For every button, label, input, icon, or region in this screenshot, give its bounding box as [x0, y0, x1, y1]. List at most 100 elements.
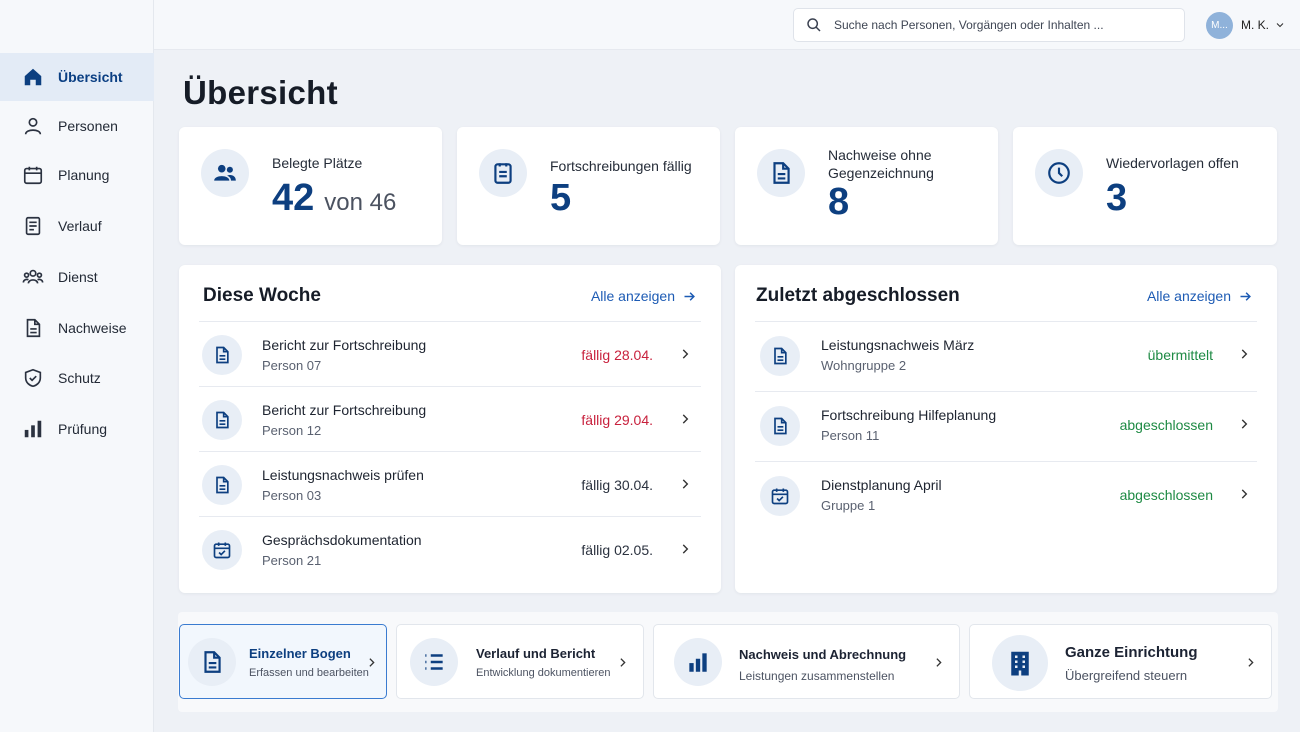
row-title: Bericht zur Fortschreibung: [262, 337, 427, 353]
action-title: Verlauf und Bericht: [476, 646, 596, 661]
row-icon: [760, 406, 800, 446]
action-subtitle: Leistungen zusammenstellen: [739, 669, 895, 683]
list-item[interactable]: Leistungsnachweis März Wohngruppe 2 über…: [755, 321, 1257, 391]
stat-value-total: von 46: [324, 189, 397, 216]
chevron-right-icon: [1241, 489, 1248, 499]
action-subtitle: Übergreifend steuern: [1065, 668, 1188, 683]
stat-value: 5: [550, 177, 572, 219]
status-badge: übermittelt: [1147, 347, 1213, 363]
list-item[interactable]: Fortschreibung Hilfeplanung Person 11 ab…: [755, 391, 1257, 461]
document-icon: [216, 476, 229, 494]
row-icon: [202, 335, 242, 375]
action-ganze-einrichtung[interactable]: Ganze Einrichtung Übergreifend steuern: [969, 624, 1272, 699]
action-icon: [992, 635, 1048, 691]
chevron-right-icon: [682, 479, 689, 489]
sidebar-item-nachweise[interactable]: Nachweise: [0, 304, 154, 352]
action-verlauf-und-bericht[interactable]: Verlauf und Bericht Entwicklung dokument…: [396, 624, 644, 699]
document-icon: [774, 417, 787, 435]
stat-value-number: 42: [272, 177, 315, 219]
search-box[interactable]: [793, 8, 1185, 42]
list-item[interactable]: Bericht zur Fortschreibung Person 12 fäl…: [199, 386, 701, 451]
avatar: M...: [1206, 11, 1233, 39]
sidebar-item-uebersicht[interactable]: Übersicht: [0, 53, 154, 101]
group-icon: [22, 269, 44, 284]
due-date: fällig 30.04.: [581, 477, 653, 493]
stat-card-belegte-plaetze[interactable]: Belegte Plätze 42 von 46: [179, 127, 442, 245]
chevron-right-icon: [682, 544, 689, 554]
stat-label: Wiedervorlagen offen: [1106, 155, 1239, 171]
row-title: Dienstplanung April: [821, 477, 942, 493]
stat-icon: [1035, 149, 1083, 197]
stat-value: 8: [828, 181, 850, 223]
due-date: fällig 28.04.: [581, 347, 653, 363]
chevron-down-icon: [1276, 23, 1284, 28]
action-title: Nachweis und Abrechnung: [739, 647, 907, 662]
action-nachweis-und-abrechnung[interactable]: Nachweis und Abrechnung Leistungen zusam…: [653, 624, 960, 699]
calendar-check-icon: [213, 542, 231, 559]
chevron-right-icon: [1248, 658, 1254, 667]
calendar-check-icon: [771, 488, 789, 505]
search-input[interactable]: [834, 18, 1164, 32]
list-item[interactable]: Bericht zur Fortschreibung Person 07 fäl…: [199, 321, 701, 386]
people-icon: [214, 164, 236, 181]
row-title: Bericht zur Fortschreibung: [262, 402, 427, 418]
sidebar-item-dienst[interactable]: Dienst: [0, 253, 154, 301]
view-all-link[interactable]: Alle anzeigen: [591, 288, 697, 304]
stat-icon: [757, 149, 805, 197]
row-title: Fortschreibung Hilfeplanung: [821, 407, 997, 423]
arrow-right-icon: [1240, 291, 1251, 301]
view-all-link[interactable]: Alle anzeigen: [1147, 288, 1253, 304]
sidebar-item-label: Schutz: [58, 370, 101, 386]
bar-chart-icon: [24, 420, 42, 438]
stat-card-wiedervorlagen[interactable]: Wiedervorlagen offen 3: [1013, 127, 1277, 245]
due-date: fällig 29.04.: [581, 412, 653, 428]
sidebar-item-pruefung[interactable]: Prüfung: [0, 405, 154, 453]
sidebar-item-verlauf[interactable]: Verlauf: [0, 202, 154, 250]
sidebar-item-personen[interactable]: Personen: [0, 102, 154, 150]
action-icon: [410, 638, 458, 686]
chevron-right-icon: [1241, 419, 1248, 429]
stat-label: Fortschreibungen fällig: [550, 158, 692, 174]
action-title: Ganze Einrichtung: [1065, 644, 1198, 661]
row-subtitle: Person 11: [821, 428, 880, 443]
stat-card-fortschreibungen[interactable]: Fortschreibungen fällig 5: [457, 127, 720, 245]
stat-value: 42 von 46: [272, 177, 396, 220]
clock-icon: [1048, 162, 1070, 184]
shield-icon: [24, 368, 42, 388]
page-title: Übersicht: [183, 74, 338, 111]
chevron-right-icon: [369, 658, 375, 667]
action-title: Einzelner Bogen: [249, 646, 351, 661]
sidebar-item-label: Verlauf: [58, 218, 102, 234]
sidebar-item-planung[interactable]: Planung: [0, 151, 154, 199]
row-title: Leistungsnachweis März: [821, 337, 975, 353]
list-item[interactable]: Leistungsnachweis prüfen Person 03 fälli…: [199, 451, 701, 516]
list-item[interactable]: Dienstplanung April Gruppe 1 abgeschloss…: [755, 461, 1257, 531]
chevron-right-icon: [1241, 349, 1248, 359]
stat-icon: [479, 149, 527, 197]
action-subtitle: Entwicklung dokumentieren: [476, 667, 611, 679]
status-badge: abgeschlossen: [1119, 487, 1213, 503]
status-badge: abgeschlossen: [1119, 417, 1213, 433]
list-item[interactable]: Gesprächsdokumentation Person 21 fällig …: [199, 516, 701, 581]
sidebar: Übersicht Personen Planung Verlauf Diens…: [0, 0, 154, 732]
row-subtitle: Gruppe 1: [821, 498, 876, 513]
sidebar-item-label: Übersicht: [58, 69, 123, 85]
chevron-right-icon: [620, 658, 626, 667]
user-menu[interactable]: M... M. K.: [1206, 11, 1286, 39]
stat-label: Belegte Plätze: [272, 155, 363, 171]
panel-title: Diese Woche: [203, 285, 321, 306]
action-einzelner-bogen[interactable]: Einzelner Bogen Erfassen und bearbeiten: [179, 624, 387, 699]
user-name: M. K.: [1241, 18, 1270, 32]
sidebar-item-label: Dienst: [58, 269, 98, 285]
row-subtitle: Wohngruppe 2: [821, 358, 907, 373]
document-icon: [216, 346, 229, 364]
bar-chart-icon: [689, 653, 707, 672]
row-icon: [760, 336, 800, 376]
calendar-icon: [23, 166, 43, 185]
row-subtitle: Person 07: [262, 358, 322, 373]
action-icon: [188, 638, 236, 686]
sidebar-item-schutz[interactable]: Schutz: [0, 354, 154, 402]
building-icon: [1011, 651, 1029, 676]
sidebar-item-label: Personen: [58, 118, 118, 134]
stat-card-nachweise[interactable]: Nachweise ohne Gegenzeichnung 8: [735, 127, 998, 245]
